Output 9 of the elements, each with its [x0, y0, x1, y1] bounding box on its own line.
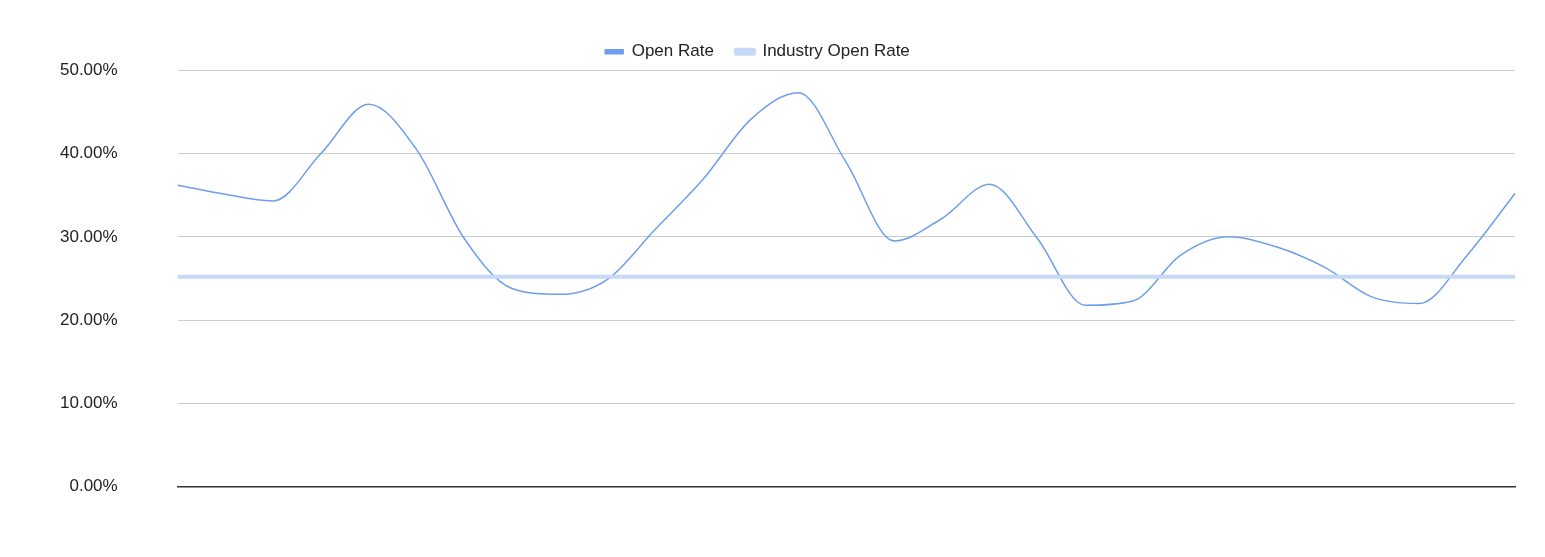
y-tick-label: 0.00% — [69, 476, 118, 496]
y-tick-label: 40.00% — [59, 143, 118, 163]
line-series — [176, 91, 1516, 306]
y-tick-label: 20.00% — [59, 309, 118, 329]
legend-label: Open Rate — [631, 41, 714, 61]
legend-label: Industry Open Rate — [762, 41, 910, 61]
y-tick-label: 10.00% — [59, 393, 118, 413]
y-tick-label: 30.00% — [59, 226, 118, 246]
y-tick-label: 50.00% — [59, 59, 118, 79]
